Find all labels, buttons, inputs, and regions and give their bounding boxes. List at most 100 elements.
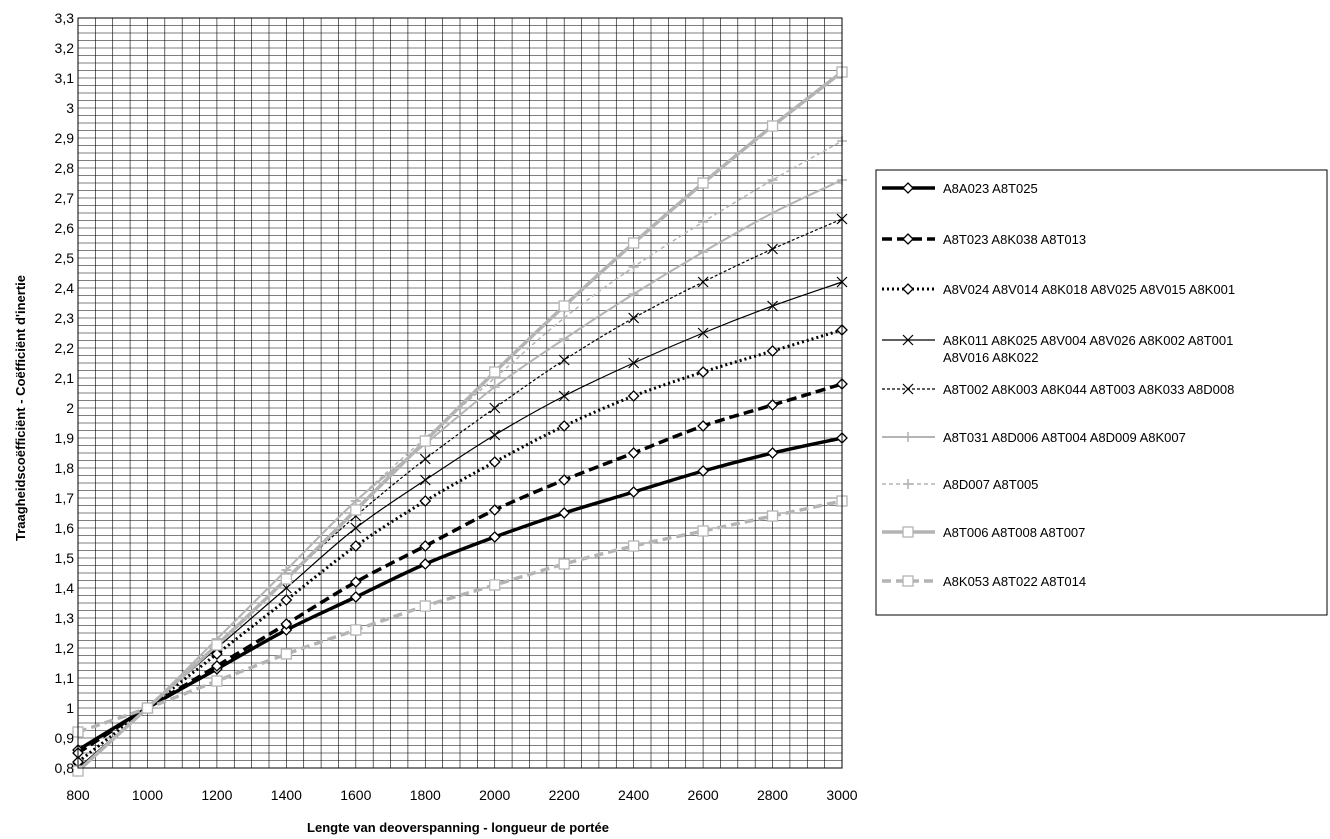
x-tick-label: 2400 — [618, 787, 649, 803]
y-tick-label: 1,3 — [55, 610, 75, 626]
data-point-diamond — [902, 182, 914, 194]
y-tick-label: 2,3 — [55, 310, 75, 326]
legend-entry: A8T023 A8K038 A8T013 — [882, 232, 1086, 247]
data-point-plus — [559, 313, 570, 323]
y-tick-label: 1,5 — [55, 550, 75, 566]
data-point-diamond — [558, 420, 571, 432]
data-point-diamond — [349, 540, 362, 552]
legend-entry: A8A023 A8T025 — [882, 181, 1038, 196]
data-point-diamond — [349, 591, 362, 603]
x-tick-label: 2200 — [549, 787, 580, 803]
data-point-square — [489, 366, 501, 378]
data-point-diamond — [488, 504, 501, 516]
data-point-diamond — [558, 507, 571, 519]
data-point-cross — [419, 453, 431, 465]
legend-label: A8K011 A8K025 A8V004 A8V026 A8K002 A8T00… — [943, 333, 1233, 365]
legend-label: A8T023 A8K038 A8T013 — [943, 232, 1086, 247]
data-point-diamond — [558, 474, 571, 486]
data-point-square — [766, 510, 779, 522]
data-point-plus — [281, 565, 292, 575]
y-tick-label: 2,4 — [55, 280, 75, 296]
data-point-square — [141, 702, 154, 714]
legend-entry: A8K053 A8T022 A8T014 — [882, 574, 1086, 589]
y-tick-label: 3,1 — [55, 70, 75, 86]
x-tick-label: 2600 — [688, 787, 719, 803]
plot-grid — [77, 17, 843, 769]
data-point-square — [558, 300, 570, 312]
data-point-plus — [559, 334, 570, 344]
data-point-diamond — [210, 648, 223, 660]
data-point-square — [211, 675, 223, 687]
data-point-diamond — [766, 345, 779, 357]
legend-label: A8D007 A8T005 — [943, 477, 1038, 492]
data-point-square — [280, 573, 293, 585]
data-point-diamond — [349, 576, 362, 588]
data-point-plus — [698, 247, 709, 257]
data-point-square — [558, 558, 570, 570]
y-tick-label: 1,1 — [55, 670, 75, 686]
series-lines — [72, 66, 848, 777]
x-axis-title: Lengte van deoverspanning - longueur de … — [307, 820, 609, 835]
y-tick-label: 0,8 — [55, 760, 75, 776]
data-point-square — [697, 525, 709, 537]
data-point-diamond — [627, 447, 640, 459]
data-point-plus — [489, 382, 500, 392]
data-point-cross — [767, 300, 778, 312]
data-point-square — [902, 526, 914, 538]
x-tick-label: 800 — [66, 787, 90, 803]
data-point-cross — [558, 354, 570, 366]
x-tick-label: 2000 — [479, 787, 510, 803]
legend-entry: A8D007 A8T005 — [882, 477, 1038, 492]
legend-items: A8A023 A8T025 A8T023 A8K038 A8T013 A8V024 … — [882, 181, 1235, 589]
legend-label: A8V024 A8V014 A8K018 A8V025 A8V015 A8K00… — [943, 282, 1235, 297]
y-tick-label: 2,2 — [55, 340, 75, 356]
data-point-diamond — [902, 233, 914, 245]
y-tick-label: 2,6 — [55, 220, 75, 236]
data-point-diamond — [280, 594, 293, 606]
series-line — [76, 70, 844, 773]
y-tick-label: 1,2 — [55, 640, 75, 656]
data-point-cross — [902, 334, 914, 346]
y-axis-ticks: 0,8 0,9 1 1,1 1,2 1,3 1,4 1,5 1,6 1,7 1,8 1,9 2 2,1 2,… — [55, 10, 75, 776]
y-tick-label: 1,8 — [55, 460, 75, 476]
data-point-diamond — [488, 531, 501, 543]
data-point-plus — [698, 217, 709, 227]
data-point-square — [350, 504, 362, 516]
data-point-cross — [558, 390, 570, 402]
data-point-plus — [767, 208, 778, 218]
legend-entry: A8K011 A8K025 A8V004 A8V026 A8K002 A8T00… — [882, 333, 1233, 365]
x-tick-label: 2800 — [757, 787, 788, 803]
data-point-diamond — [766, 399, 779, 411]
x-tick-label: 1800 — [410, 787, 441, 803]
legend-label: A8T006 A8T008 A8T007 — [943, 525, 1085, 540]
legend-box — [875, 169, 1328, 616]
legend-label: A8K053 A8T022 A8T014 — [943, 574, 1086, 589]
data-point-plus — [628, 289, 639, 299]
data-point-square — [489, 579, 501, 591]
data-point-square — [902, 575, 914, 587]
data-point-square — [419, 435, 431, 447]
y-tick-label: 0,9 — [55, 730, 75, 746]
y-axis-title: Traagheidscoëfficiënt - Coëfficiënt d'in… — [13, 275, 28, 541]
data-point-diamond — [280, 618, 293, 630]
data-point-cross — [902, 383, 914, 395]
legend: A8A023 A8T025 A8T023 A8K038 A8T013 A8V024 … — [875, 169, 1328, 616]
data-point-square — [350, 624, 362, 636]
x-tick-label: 1000 — [132, 787, 163, 803]
x-tick-label: 1400 — [271, 787, 302, 803]
data-point-diamond — [766, 447, 779, 459]
legend-label: A8A023 A8T025 — [943, 181, 1038, 196]
y-tick-label: 1,6 — [55, 520, 75, 536]
data-point-square — [211, 639, 223, 651]
y-tick-label: 2,5 — [55, 250, 75, 266]
series-line — [77, 499, 843, 734]
series-2 — [72, 378, 848, 759]
data-point-square — [280, 648, 293, 660]
y-tick-label: 1,7 — [55, 490, 75, 506]
data-point-square — [697, 177, 709, 189]
data-point-cross — [628, 357, 640, 369]
data-point-cross — [489, 402, 501, 414]
data-point-cross — [628, 312, 640, 324]
data-point-plus — [903, 432, 913, 442]
y-tick-label: 2,8 — [55, 160, 75, 176]
